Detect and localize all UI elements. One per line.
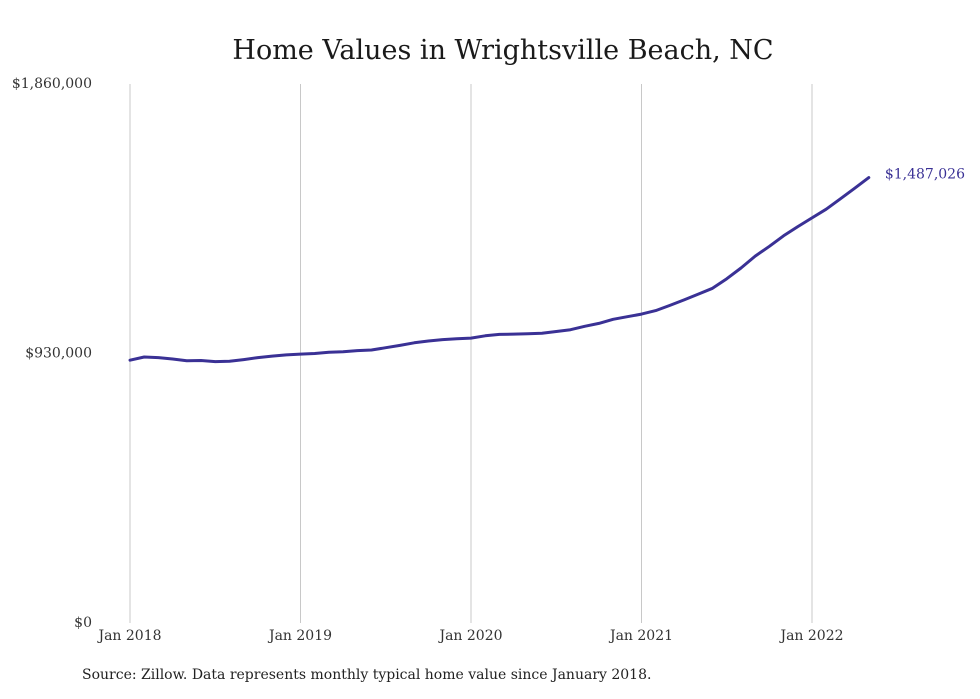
- axis-labels: Jan 2018 Jan 2019 Jan 2020 Jan 2021 Jan 2022…: [12, 76, 844, 644]
- x-tick-label: Jan 2020: [437, 628, 502, 644]
- series-line: [128, 176, 871, 364]
- series-layer: $1,487,026: [128, 167, 965, 364]
- end-value-label: $1,487,026: [885, 167, 965, 183]
- x-tick-label: Jan 2019: [267, 628, 332, 644]
- gridlines: [129, 84, 813, 623]
- x-tick-label: Jan 2021: [608, 628, 673, 644]
- y-tick-label: $0: [74, 615, 92, 631]
- x-tick-label: Jan 2018: [96, 628, 161, 644]
- y-tick-label: $1,860,000: [12, 76, 92, 92]
- x-tick-label: Jan 2022: [778, 628, 843, 644]
- chart-title: Home Values in Wrightsville Beach, NC: [232, 35, 773, 66]
- y-tick-label: $930,000: [25, 346, 92, 362]
- source-note: Source: Zillow. Data represents monthly …: [82, 667, 652, 683]
